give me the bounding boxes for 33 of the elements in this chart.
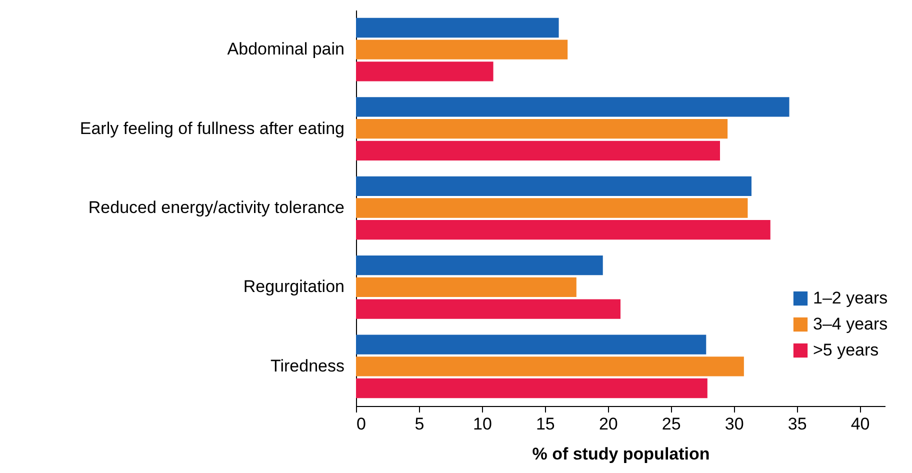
x-tick-label: 30 [724,414,744,434]
x-tick-label: 10 [472,414,492,434]
x-tick-label: 5 [414,414,424,434]
bar [356,256,603,276]
bar [356,62,494,82]
bar [356,18,559,38]
x-tick-label: 25 [662,414,681,434]
bar [356,40,568,60]
bar [356,220,770,240]
bar [356,334,706,354]
y-tick-label: Early feeling of fullness after eating [80,118,344,138]
x-tick-label: 40 [850,414,870,434]
x-axis-title: % of study population [532,444,710,464]
bar [356,299,620,319]
x-tick-label: 0 [356,414,366,434]
bar [356,277,576,298]
x-tick-label: 35 [788,414,807,434]
bar [356,198,748,218]
y-tick-label: Reduced energy/activity tolerance [88,198,344,217]
bar [356,176,752,196]
y-tick-label: Abdominal pain [227,40,344,59]
y-tick-label: Regurgitation [243,277,344,296]
bar [356,356,744,376]
y-tick-label: Tiredness [270,356,344,376]
bar [356,140,720,160]
bar [356,378,708,398]
legend-label: >5 years [813,340,879,360]
legend-label: 3–4 years [813,314,888,334]
x-tick-label: 15 [536,414,555,434]
x-tick-label: 20 [598,414,618,434]
bar [356,97,790,117]
bar [356,118,728,139]
legend-label: 1–2 years [813,288,888,308]
